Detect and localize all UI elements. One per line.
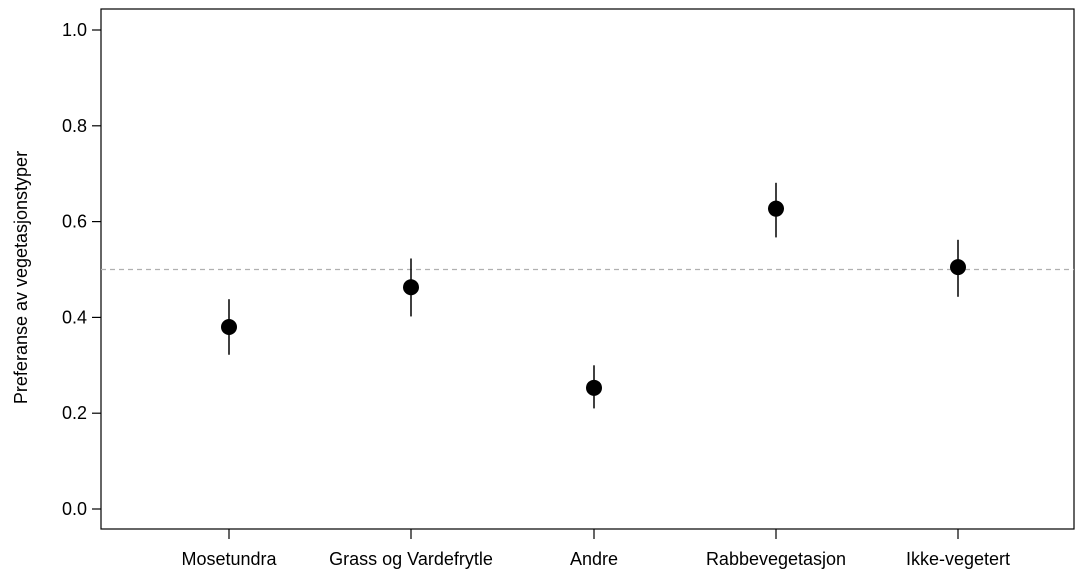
y-tick-label: 0.8 <box>62 116 87 136</box>
y-tick-label: 0.2 <box>62 403 87 423</box>
y-tick-label: 0.0 <box>62 499 87 519</box>
data-point <box>586 379 602 396</box>
y-axis: 0.0 0.2 0.4 0.6 0.8 1.0 <box>62 20 101 519</box>
x-tick-label: Andre <box>570 549 618 569</box>
x-tick-label: Grass og Vardefrytle <box>329 549 493 569</box>
y-axis-title: Preferanse av vegetasjonstyper <box>11 151 31 404</box>
data-point <box>950 259 966 276</box>
data-point <box>221 318 237 335</box>
y-tick-label: 0.4 <box>62 307 87 327</box>
data-point <box>768 200 784 217</box>
x-axis: Mosetundra Grass og Vardefrytle Andre Rabbe… <box>181 529 1010 569</box>
x-tick-label: Rabbevegetasjon <box>706 549 846 569</box>
x-tick-label: Mosetundra <box>181 549 277 569</box>
x-tick-label: Ikke-vegetert <box>906 549 1010 569</box>
data-point <box>403 279 419 296</box>
y-tick-label: 0.6 <box>62 212 87 232</box>
y-tick-label: 1.0 <box>62 20 87 40</box>
data-marks <box>221 182 966 409</box>
